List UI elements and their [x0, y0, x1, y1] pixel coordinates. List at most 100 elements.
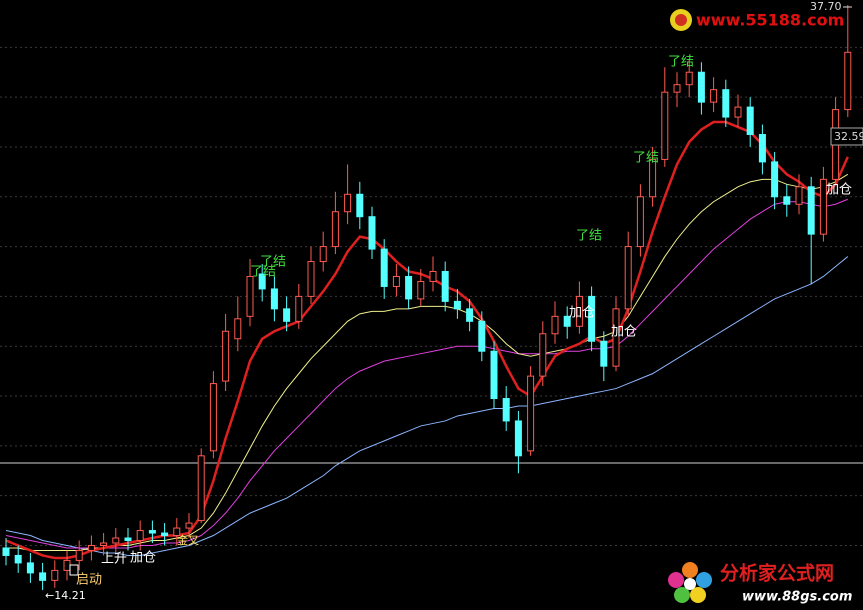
candle-body — [844, 51, 852, 111]
marker-box — [69, 564, 79, 576]
candle-body — [514, 420, 522, 457]
candle-body — [368, 216, 376, 250]
candle-body — [39, 572, 47, 581]
candle-body — [722, 89, 730, 118]
candle-body — [112, 537, 120, 544]
moving-average-line — [5, 256, 849, 556]
signal-label: 了结 — [633, 151, 659, 166]
logo-petal — [668, 572, 684, 588]
moving-averages — [5, 120, 849, 560]
candle-body — [490, 350, 498, 400]
logo-center — [684, 578, 696, 590]
high-price-label: 37.70 — [810, 0, 842, 13]
candle-body — [405, 275, 413, 300]
watermark-bottom: 分析家公式网 www.88gs.com — [668, 562, 852, 605]
signal-label: 加仓 — [826, 183, 852, 198]
candle-body — [807, 186, 815, 235]
signal-label: 了结 — [250, 265, 276, 280]
candle-body — [441, 270, 449, 302]
candle-body — [624, 246, 632, 310]
candle-body — [795, 186, 803, 205]
candle-body — [161, 532, 169, 537]
candle-body — [661, 91, 669, 160]
candle-body — [612, 308, 620, 367]
candle-body — [75, 549, 83, 561]
candle-body — [758, 134, 766, 163]
candle-body — [222, 330, 230, 382]
watermark-title: 分析家公式网 — [720, 562, 834, 585]
signal-label: 金叉 — [177, 533, 199, 547]
candle-body — [417, 280, 425, 300]
candle-body — [392, 275, 400, 287]
candle-body — [136, 530, 144, 542]
candle-body — [124, 537, 132, 542]
candle-body — [356, 193, 364, 218]
watermark-text: www.55188.com — [696, 11, 844, 30]
candle-body — [636, 196, 644, 248]
candle-body — [673, 84, 681, 93]
candle-body — [710, 89, 718, 103]
candle-body — [746, 106, 754, 136]
candle-body — [563, 315, 571, 327]
candle-body — [270, 288, 278, 310]
candle-body — [588, 295, 596, 342]
candle-body — [539, 333, 547, 377]
candle-body — [234, 318, 242, 340]
signal-label: 加仓 — [611, 325, 637, 340]
candle-body — [466, 308, 474, 322]
candle-body — [478, 320, 486, 352]
logo-icon — [675, 14, 687, 26]
signal-label: 了结 — [576, 229, 602, 244]
candle-body — [26, 562, 34, 574]
watermark-top: www.55188.com — [670, 9, 844, 31]
candle-body — [600, 340, 608, 367]
candle-body — [429, 270, 437, 282]
last-price-label: 32.59 — [834, 130, 863, 143]
candle-body — [344, 193, 352, 213]
candle-body — [819, 178, 827, 235]
logo-petal — [674, 587, 690, 603]
signal-label: 加仓 — [130, 551, 156, 566]
candle-body — [453, 300, 461, 310]
candle-body — [551, 315, 559, 335]
candle-body — [173, 527, 181, 537]
signal-label: 启动 — [76, 573, 102, 588]
candle-body — [527, 375, 535, 452]
candles — [2, 4, 852, 591]
candle-body — [185, 522, 193, 529]
signal-label: 了结 — [260, 255, 286, 270]
candle-body — [148, 530, 156, 534]
candle-body — [246, 275, 254, 317]
candle-body — [734, 106, 742, 118]
candle-body — [295, 295, 303, 322]
candle-body — [783, 196, 791, 205]
candle-body — [283, 308, 291, 322]
candle-body — [51, 569, 59, 581]
candle-body — [331, 211, 339, 248]
watermark-url: www.88gs.com — [742, 590, 852, 605]
candle-body — [319, 246, 327, 263]
candle-body — [100, 542, 108, 546]
candle-body — [63, 559, 71, 571]
candle-body — [2, 547, 10, 556]
candle-body — [87, 544, 95, 551]
logo-petal — [690, 587, 706, 603]
last-price-box — [830, 127, 863, 146]
candle-body — [197, 455, 205, 522]
annotations: 了结 了结 了结 了结 了结 加仓 加仓 加仓 加仓 上升 启动 金叉 — [69, 55, 852, 588]
candle-body — [258, 273, 266, 290]
logo-petal — [696, 572, 712, 588]
candle-body — [209, 383, 217, 452]
candle-body — [14, 554, 22, 564]
candle-body — [697, 71, 705, 103]
moving-average-line — [5, 120, 849, 560]
signal-label: 上升 — [101, 552, 127, 567]
candle-body — [685, 71, 693, 86]
moving-average-line — [5, 198, 848, 549]
low-price-label: ←14.21 — [45, 589, 86, 602]
signal-label: 了结 — [668, 55, 694, 70]
candle-body — [380, 248, 388, 287]
candle-body — [502, 398, 510, 422]
